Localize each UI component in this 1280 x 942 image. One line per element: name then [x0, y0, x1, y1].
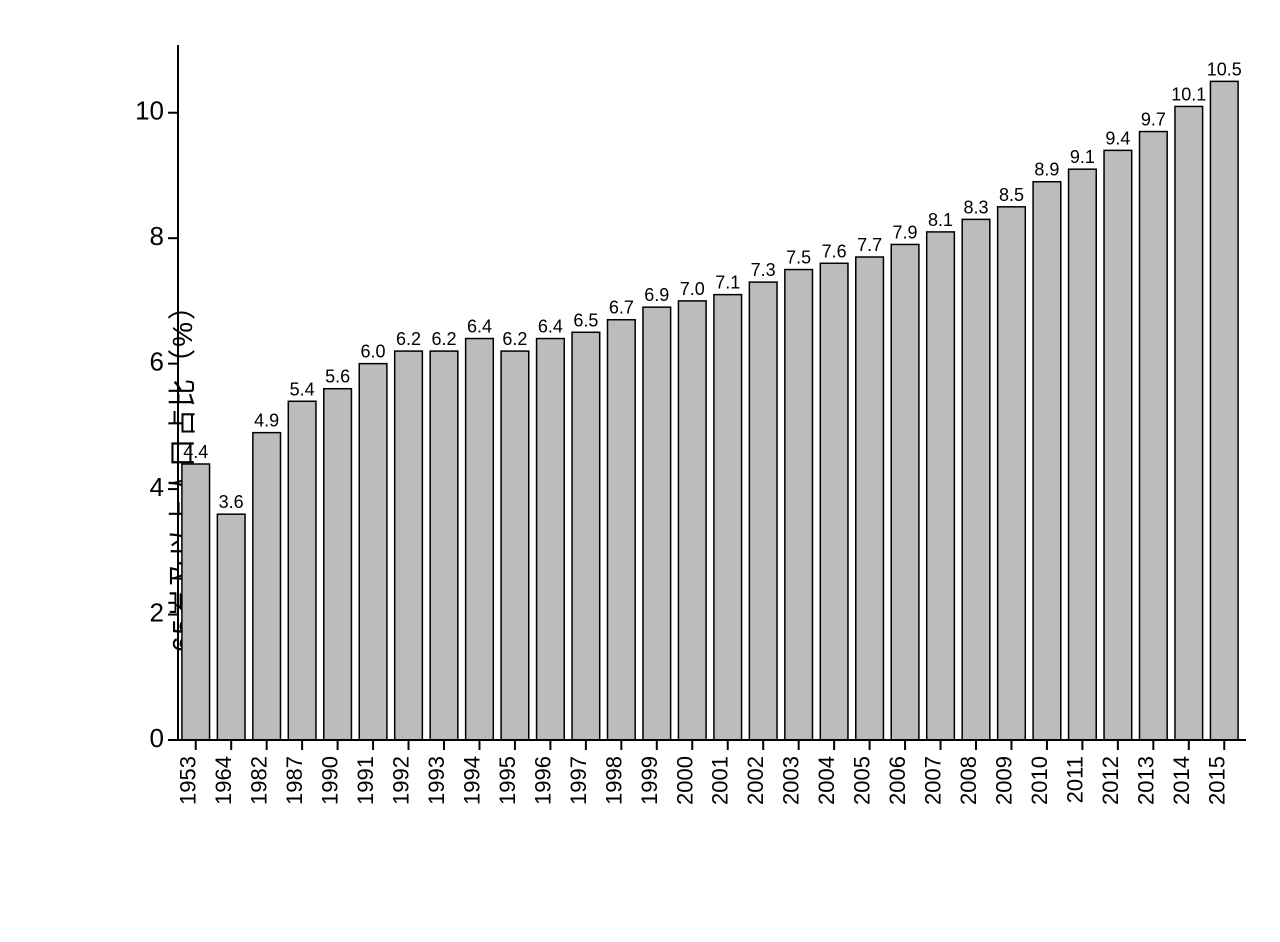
- x-tick-label: 1982: [247, 756, 272, 805]
- y-tick-label: 6: [150, 347, 164, 377]
- bar: [891, 244, 919, 740]
- bar: [998, 207, 1026, 740]
- bar: [1069, 169, 1097, 740]
- bar: [537, 339, 565, 740]
- bar-value-label: 6.4: [467, 317, 492, 337]
- bar: [359, 364, 387, 740]
- x-tick-label: 2012: [1098, 756, 1123, 805]
- bar-value-label: 7.9: [893, 222, 918, 242]
- x-tick-label: 2002: [743, 756, 768, 805]
- bar-value-label: 9.1: [1070, 147, 1095, 167]
- bar-value-label: 6.5: [573, 310, 598, 330]
- bar: [1175, 106, 1203, 740]
- x-tick-label: 2003: [779, 756, 804, 805]
- bar-value-label: 10.5: [1207, 59, 1242, 79]
- bar: [466, 339, 494, 740]
- bar-value-label: 7.5: [786, 248, 811, 268]
- bar: [182, 464, 210, 740]
- bar: [678, 301, 706, 740]
- x-tick-label: 2006: [885, 756, 910, 805]
- y-tick-label: 8: [150, 221, 164, 251]
- x-tick-label: 2014: [1169, 756, 1194, 805]
- bar: [1210, 81, 1238, 740]
- x-tick-label: 1999: [637, 756, 662, 805]
- chart-container: 65岁及以上人口占比（%） 02468104.419533.619644.919…: [0, 0, 1280, 942]
- x-tick-label: 1996: [530, 756, 555, 805]
- bar: [749, 282, 777, 740]
- x-tick-label: 2008: [956, 756, 981, 805]
- bar: [643, 307, 671, 740]
- bar-value-label: 7.3: [751, 260, 776, 280]
- bar-value-label: 8.5: [999, 185, 1024, 205]
- bar-value-label: 6.2: [396, 329, 421, 349]
- bar-value-label: 7.0: [680, 279, 705, 299]
- bar: [927, 232, 955, 740]
- x-tick-label: 1990: [318, 756, 343, 805]
- x-tick-label: 2011: [1062, 756, 1087, 803]
- bar-value-label: 7.1: [715, 273, 740, 293]
- bar: [608, 320, 636, 740]
- x-tick-label: 2004: [814, 756, 839, 805]
- x-tick-label: 2015: [1204, 756, 1229, 805]
- x-tick-label: 2007: [921, 756, 946, 805]
- x-tick-label: 2005: [850, 756, 875, 805]
- y-tick-label: 2: [150, 597, 164, 627]
- bar-value-label: 5.6: [325, 367, 350, 387]
- bar: [785, 270, 813, 740]
- bar: [288, 401, 316, 740]
- bar: [217, 514, 245, 740]
- x-tick-label: 2009: [991, 756, 1016, 805]
- bar-value-label: 6.2: [431, 329, 456, 349]
- x-tick-label: 1994: [459, 756, 484, 805]
- bar-value-label: 3.6: [219, 492, 244, 512]
- bar: [430, 351, 458, 740]
- bar-value-label: 9.7: [1141, 110, 1166, 130]
- x-tick-label: 1964: [211, 756, 236, 805]
- x-tick-label: 2013: [1133, 756, 1158, 805]
- bar-chart: 0 2 4 6 8 10 4.4 1953 3.6 1964 4.9 1982 5.4 1987 5.6 19…: [130, 40, 1250, 830]
- bar-value-label: 6.9: [644, 285, 669, 305]
- bar: [572, 332, 600, 740]
- bar-value-label: 6.7: [609, 298, 634, 318]
- y-tick-label: 0: [150, 723, 164, 753]
- x-tick-label: 1995: [495, 756, 520, 805]
- y-tick-label: 10: [135, 96, 164, 126]
- bar: [1104, 150, 1132, 740]
- bar-value-label: 6.4: [538, 317, 563, 337]
- bar-value-label: 9.4: [1105, 128, 1130, 148]
- bar-value-label: 6.0: [361, 342, 386, 362]
- bar: [395, 351, 423, 740]
- bar: [324, 389, 352, 740]
- y-tick-label: 4: [150, 472, 164, 502]
- bar-value-label: 8.1: [928, 210, 953, 230]
- bar: [1033, 182, 1061, 740]
- bar-value-label: 6.2: [502, 329, 527, 349]
- bar-value-label: 4.9: [254, 411, 279, 431]
- x-tick-label: 1993: [424, 756, 449, 805]
- x-tick-label: 2010: [1027, 756, 1052, 805]
- x-tick-label: 1992: [389, 756, 414, 805]
- bar: [856, 257, 884, 740]
- x-tick-label: 1987: [282, 756, 307, 805]
- x-tick-label: 1998: [601, 756, 626, 805]
- bar: [501, 351, 529, 740]
- bar: [714, 295, 742, 740]
- bar-value-label: 4.4: [183, 442, 208, 462]
- x-tick-label: 1953: [176, 756, 201, 805]
- bar: [820, 263, 848, 740]
- x-tick-label: 2001: [708, 756, 733, 805]
- x-tick-label: 1991: [353, 756, 378, 805]
- bar-value-label: 10.1: [1171, 84, 1206, 104]
- bar-value-label: 8.3: [963, 197, 988, 217]
- bar: [1140, 132, 1168, 740]
- bar-value-label: 7.6: [822, 241, 847, 261]
- bar: [253, 433, 281, 740]
- bar-value-label: 7.7: [857, 235, 882, 255]
- bar: [962, 219, 990, 740]
- bar-value-label: 8.9: [1034, 160, 1059, 180]
- x-tick-label: 1997: [566, 756, 591, 805]
- x-tick-label: 2000: [672, 756, 697, 805]
- bar-value-label: 5.4: [290, 379, 315, 399]
